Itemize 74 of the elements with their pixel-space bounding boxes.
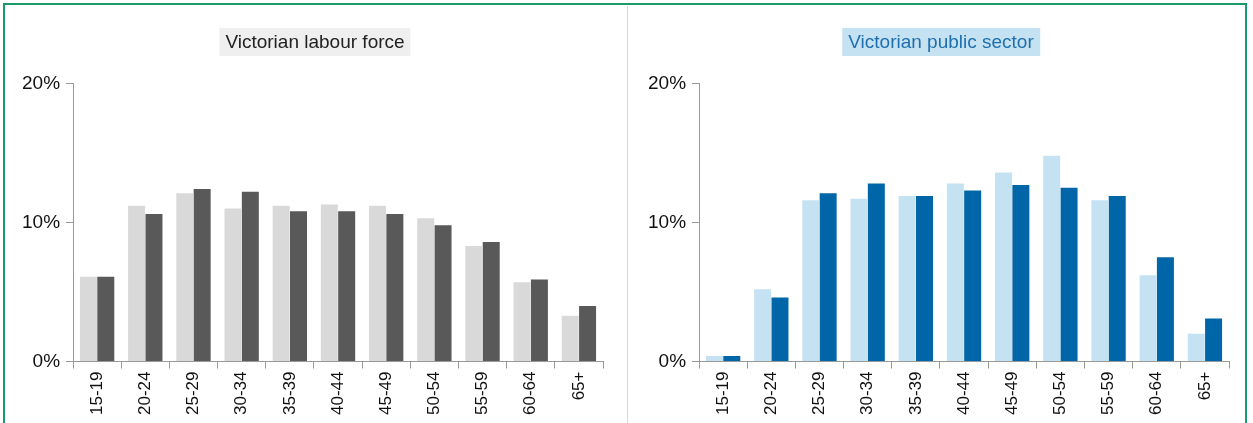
x-tick-label: 55-59 (1098, 371, 1118, 415)
bar (272, 205, 290, 362)
bar (1187, 333, 1205, 362)
x-tick-label: 55-59 (472, 371, 492, 415)
x-tick-label: 40-44 (953, 371, 973, 415)
bar (79, 276, 97, 362)
bar (241, 191, 259, 362)
x-tick-label: 65+ (568, 371, 588, 401)
bar (290, 211, 308, 362)
bar (964, 190, 982, 362)
x-tick-label: 35-39 (279, 371, 299, 415)
x-tick-label: 40-44 (327, 371, 347, 415)
bar (386, 214, 404, 362)
bar (434, 225, 452, 362)
bar (723, 355, 741, 362)
bar (97, 276, 115, 362)
chart-title: Victorian public sector (842, 28, 1040, 56)
y-tick-label: 10% (648, 210, 687, 232)
bar (867, 183, 885, 362)
bar (128, 205, 146, 362)
bar (1012, 184, 1030, 362)
y-tick-label: 0% (32, 349, 61, 371)
bar (1156, 257, 1174, 362)
bar (1060, 187, 1078, 362)
bar (995, 172, 1013, 362)
bar (417, 218, 435, 362)
x-tick-label: 50-54 (1050, 371, 1070, 415)
bar (754, 289, 772, 362)
x-tick-label: 25-29 (183, 371, 203, 415)
bar (1139, 275, 1157, 362)
bar (898, 196, 916, 362)
bar (819, 193, 837, 362)
bar (946, 183, 964, 362)
bar (1205, 318, 1223, 362)
y-tick-label: 10% (22, 210, 61, 232)
y-tick-label: 0% (658, 349, 687, 371)
y-tick-label: 20% (22, 71, 61, 93)
x-tick-label: 45-49 (1001, 371, 1021, 415)
bar (145, 214, 163, 362)
bar (1108, 196, 1126, 362)
bar (482, 241, 500, 362)
bar (850, 198, 868, 362)
bar (579, 305, 597, 362)
bar (802, 200, 820, 362)
bar (176, 193, 194, 362)
bar (916, 196, 934, 362)
x-tick-label: 45-49 (375, 371, 395, 415)
bar (320, 204, 338, 362)
x-tick-label: 15-19 (712, 371, 732, 415)
bar (338, 211, 356, 362)
bar (561, 315, 579, 362)
bar (193, 189, 211, 362)
bar (224, 208, 242, 362)
bar (1043, 155, 1061, 362)
x-tick-label: 60-64 (520, 371, 540, 415)
x-tick-label: 35-39 (905, 371, 925, 415)
x-tick-label: 20-24 (134, 371, 154, 415)
x-tick-label: 30-34 (857, 371, 877, 415)
bar (705, 355, 723, 362)
x-tick-label: 30-34 (231, 371, 251, 415)
y-tick-label: 20% (648, 71, 687, 93)
bar (1091, 200, 1109, 362)
x-tick-label: 25-29 (809, 371, 829, 415)
bar (465, 246, 483, 362)
x-tick-label: 20-24 (760, 371, 780, 415)
bar (530, 279, 548, 362)
x-tick-label: 60-64 (1146, 371, 1166, 415)
bar (369, 205, 387, 362)
x-tick-label: 15-19 (86, 371, 106, 415)
bar (771, 297, 789, 362)
bar (513, 282, 531, 362)
x-tick-label: 65+ (1194, 371, 1214, 401)
x-tick-label: 50-54 (424, 371, 444, 415)
chart-title: Victorian labour force (219, 28, 411, 56)
